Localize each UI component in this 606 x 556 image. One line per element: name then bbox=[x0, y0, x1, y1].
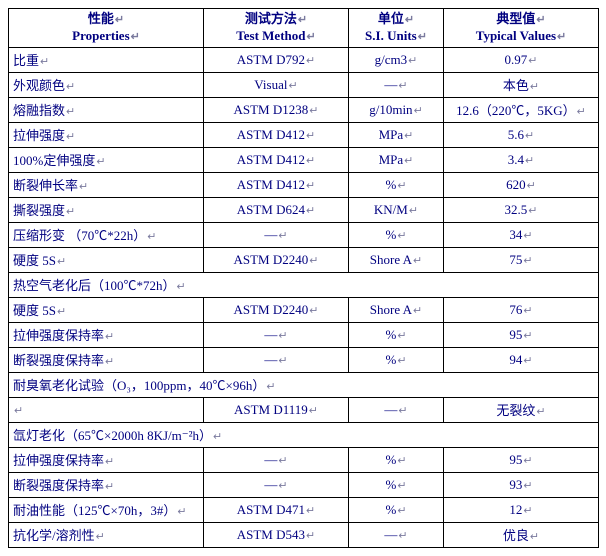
cell-unit: g/10min↵ bbox=[349, 97, 444, 122]
cell-property: 撕裂强度↵ bbox=[9, 197, 204, 222]
table-row: 断裂伸长率↵ASTM D412↵%↵620↵ bbox=[9, 172, 599, 197]
header-test-method: 测试方法↵ Test Method↵ bbox=[204, 9, 349, 48]
cell-property: 拉伸强度保持率↵ bbox=[9, 322, 204, 347]
cell-property: 压缩形变 （70℃*22h）↵ bbox=[9, 222, 204, 247]
cell-unit: %↵ bbox=[349, 172, 444, 197]
cell-value: 无裂纹↵ bbox=[444, 397, 599, 422]
cell-unit: —↵ bbox=[349, 72, 444, 97]
cell-method: —↵ bbox=[204, 447, 349, 472]
cell-value: 34↵ bbox=[444, 222, 599, 247]
cell-unit: g/cm3↵ bbox=[349, 47, 444, 72]
table-row: 撕裂强度↵ASTM D624↵KN/M↵32.5↵ bbox=[9, 197, 599, 222]
cell-unit: %↵ bbox=[349, 497, 444, 522]
cell-property: 断裂伸长率↵ bbox=[9, 172, 204, 197]
table-row: 熔融指数↵ASTM D1238↵g/10min↵12.6（220℃，5KG）↵ bbox=[9, 97, 599, 122]
section-heading: 热空气老化后（100℃*72h）↵ bbox=[9, 272, 599, 297]
cell-value: 620↵ bbox=[444, 172, 599, 197]
cell-unit: —↵ bbox=[349, 397, 444, 422]
cell-unit: Shore A↵ bbox=[349, 247, 444, 272]
cell-unit: %↵ bbox=[349, 322, 444, 347]
cell-property: 断裂强度保持率↵ bbox=[9, 347, 204, 372]
cell-method: ASTM D412↵ bbox=[204, 147, 349, 172]
header-typical-values: 典型值↵ Typical Values↵ bbox=[444, 9, 599, 48]
cell-method: ASTM D412↵ bbox=[204, 172, 349, 197]
cell-property: 比重↵ bbox=[9, 47, 204, 72]
cell-property: 硬度 5S↵ bbox=[9, 247, 204, 272]
table-row: 耐臭氧老化试验（O₃，100ppm，40℃×96h）↵ bbox=[9, 372, 599, 397]
cell-value: 32.5↵ bbox=[444, 197, 599, 222]
cell-unit: KN/M↵ bbox=[349, 197, 444, 222]
cell-method: ASTM D792↵ bbox=[204, 47, 349, 72]
table-header-row: 性能↵ Properties↵ 测试方法↵ Test Method↵ 单位↵ S… bbox=[9, 9, 599, 48]
cell-method: ASTM D2240↵ bbox=[204, 247, 349, 272]
table-row: 压缩形变 （70℃*22h）↵—↵%↵34↵ bbox=[9, 222, 599, 247]
cell-method: —↵ bbox=[204, 222, 349, 247]
cell-unit: MPa↵ bbox=[349, 122, 444, 147]
cell-property: 耐油性能（125℃×70h，3#）↵ bbox=[9, 497, 204, 522]
table-row: 氙灯老化（65℃×2000h 8KJ/m⁻²h）↵ bbox=[9, 422, 599, 447]
cell-method: —↵ bbox=[204, 347, 349, 372]
header-units: 单位↵ S.I. Units↵ bbox=[349, 9, 444, 48]
cell-method: ASTM D412↵ bbox=[204, 122, 349, 147]
cell-property: 硬度 5S↵ bbox=[9, 297, 204, 322]
section-heading: 耐臭氧老化试验（O₃，100ppm，40℃×96h）↵ bbox=[9, 372, 599, 397]
table-row: 热空气老化后（100℃*72h）↵ bbox=[9, 272, 599, 297]
table-row: 抗化学/溶剂性↵ASTM D543↵—↵优良↵ bbox=[9, 522, 599, 547]
header-properties: 性能↵ Properties↵ bbox=[9, 9, 204, 48]
properties-table: 性能↵ Properties↵ 测试方法↵ Test Method↵ 单位↵ S… bbox=[8, 8, 599, 548]
cell-property: 外观颜色↵ bbox=[9, 72, 204, 97]
cell-method: ASTM D543↵ bbox=[204, 522, 349, 547]
cell-property: 断裂强度保持率↵ bbox=[9, 472, 204, 497]
table-body: 比重↵ASTM D792↵g/cm3↵0.97↵外观颜色↵Visual↵—↵本色… bbox=[9, 47, 599, 547]
cell-value: 93↵ bbox=[444, 472, 599, 497]
table-row: 硬度 5S↵ASTM D2240↵Shore A↵75↵ bbox=[9, 247, 599, 272]
cell-property: 抗化学/溶剂性↵ bbox=[9, 522, 204, 547]
cell-unit: Shore A↵ bbox=[349, 297, 444, 322]
cell-value: 3.4↵ bbox=[444, 147, 599, 172]
cell-method: ASTM D624↵ bbox=[204, 197, 349, 222]
cell-method: ASTM D1238↵ bbox=[204, 97, 349, 122]
table-row: 拉伸强度↵ASTM D412↵MPa↵5.6↵ bbox=[9, 122, 599, 147]
cell-method: Visual↵ bbox=[204, 72, 349, 97]
cell-method: ASTM D2240↵ bbox=[204, 297, 349, 322]
cell-value: 5.6↵ bbox=[444, 122, 599, 147]
cell-value: 本色↵ bbox=[444, 72, 599, 97]
table-row: 100%定伸强度↵ASTM D412↵MPa↵3.4↵ bbox=[9, 147, 599, 172]
cell-property: 熔融指数↵ bbox=[9, 97, 204, 122]
cell-value: 95↵ bbox=[444, 322, 599, 347]
cell-unit: %↵ bbox=[349, 472, 444, 497]
cell-method: —↵ bbox=[204, 322, 349, 347]
table-row: 断裂强度保持率↵—↵%↵93↵ bbox=[9, 472, 599, 497]
cell-property: 拉伸强度保持率↵ bbox=[9, 447, 204, 472]
table-row: 断裂强度保持率↵—↵%↵94↵ bbox=[9, 347, 599, 372]
table-row: ↵ASTM D1119↵—↵无裂纹↵ bbox=[9, 397, 599, 422]
cell-property: 拉伸强度↵ bbox=[9, 122, 204, 147]
cell-value: 12↵ bbox=[444, 497, 599, 522]
cell-value: 12.6（220℃，5KG）↵ bbox=[444, 97, 599, 122]
table-row: 拉伸强度保持率↵—↵%↵95↵ bbox=[9, 322, 599, 347]
table-row: 硬度 5S↵ASTM D2240↵Shore A↵76↵ bbox=[9, 297, 599, 322]
cell-method: —↵ bbox=[204, 472, 349, 497]
cell-unit: %↵ bbox=[349, 447, 444, 472]
cell-unit: %↵ bbox=[349, 347, 444, 372]
cell-value: 94↵ bbox=[444, 347, 599, 372]
section-heading: 氙灯老化（65℃×2000h 8KJ/m⁻²h）↵ bbox=[9, 422, 599, 447]
cell-method: ASTM D471↵ bbox=[204, 497, 349, 522]
cell-value: 75↵ bbox=[444, 247, 599, 272]
cell-value: 76↵ bbox=[444, 297, 599, 322]
cell-value: 95↵ bbox=[444, 447, 599, 472]
cell-property: ↵ bbox=[9, 397, 204, 422]
cell-value: 优良↵ bbox=[444, 522, 599, 547]
table-row: 拉伸强度保持率↵—↵%↵95↵ bbox=[9, 447, 599, 472]
table-row: 外观颜色↵Visual↵—↵本色↵ bbox=[9, 72, 599, 97]
cell-unit: MPa↵ bbox=[349, 147, 444, 172]
table-row: 比重↵ASTM D792↵g/cm3↵0.97↵ bbox=[9, 47, 599, 72]
cell-value: 0.97↵ bbox=[444, 47, 599, 72]
cell-property: 100%定伸强度↵ bbox=[9, 147, 204, 172]
cell-method: ASTM D1119↵ bbox=[204, 397, 349, 422]
table-row: 耐油性能（125℃×70h，3#）↵ASTM D471↵%↵12↵ bbox=[9, 497, 599, 522]
cell-unit: —↵ bbox=[349, 522, 444, 547]
cell-unit: %↵ bbox=[349, 222, 444, 247]
